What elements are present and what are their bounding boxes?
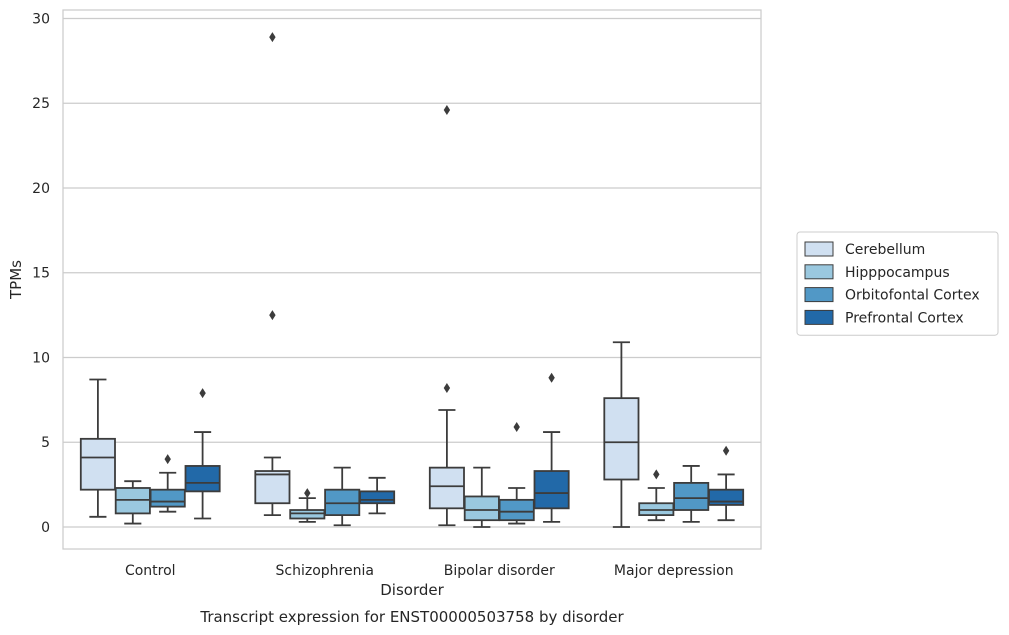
box-body xyxy=(603,397,640,481)
legend: Cerebellum Hipppocampus Orbitofontal Corte… xyxy=(796,231,999,336)
box-groups xyxy=(79,32,745,528)
box-body xyxy=(79,437,116,491)
box-1-1 xyxy=(289,488,326,523)
box-3-0 xyxy=(184,388,221,520)
box-1-2 xyxy=(463,466,500,528)
legend-swatch xyxy=(804,264,834,280)
y-tick-label: 25 xyxy=(32,96,50,112)
box-2-2 xyxy=(498,421,535,525)
legend-label: Orbitofontal Cortex xyxy=(845,288,980,304)
box-0-3 xyxy=(603,341,640,528)
plot-frame xyxy=(62,9,762,550)
legend-label: Cerebellum xyxy=(845,242,925,258)
legend-swatch xyxy=(804,287,834,303)
y-gridlines xyxy=(63,17,761,528)
box-1-0 xyxy=(114,480,151,525)
x-tick-label: Bipolar disorder xyxy=(444,563,555,579)
box-body xyxy=(673,481,710,511)
box-0-2 xyxy=(428,105,465,527)
y-tick-labels: 0 5 10 15 20 25 30 xyxy=(32,11,50,535)
x-tick-label: Major depression xyxy=(614,563,734,579)
y-tick-label: 30 xyxy=(32,11,50,27)
y-axis-label: TPMs xyxy=(7,260,25,300)
box-0-0 xyxy=(79,378,116,518)
legend-frame xyxy=(796,231,999,336)
box-3-1 xyxy=(359,476,396,515)
box-body xyxy=(428,466,465,510)
y-tick-label: 20 xyxy=(32,181,50,197)
box-2-0 xyxy=(149,454,186,513)
box-2-3 xyxy=(673,465,710,523)
outlier-point xyxy=(443,105,451,116)
legend-label: Hipppocampus xyxy=(845,265,950,281)
box-body xyxy=(498,498,535,522)
box-body xyxy=(463,495,500,522)
outlier-point xyxy=(548,372,555,383)
y-tick-label: 15 xyxy=(32,266,50,282)
y-tick-label: 5 xyxy=(41,435,50,451)
legend-label: Prefrontal Cortex xyxy=(845,310,964,326)
outlier-point xyxy=(269,310,276,321)
outlier-point xyxy=(513,421,520,432)
outlier-point xyxy=(443,382,451,393)
outlier-point xyxy=(199,388,206,399)
y-tick-label: 10 xyxy=(32,350,50,366)
outlier-point xyxy=(164,454,171,465)
box-1-3 xyxy=(638,469,675,522)
outlier-point xyxy=(653,469,660,480)
chart-title: Transcript expression for ENST0000050375… xyxy=(199,608,624,626)
box-body xyxy=(254,470,291,505)
outlier-point xyxy=(304,488,311,499)
x-tick-label: Schizophrenia xyxy=(276,563,374,579)
box-body xyxy=(359,490,396,505)
x-axis-label: Disorder xyxy=(380,581,444,599)
box-0-1 xyxy=(254,32,291,517)
box-body xyxy=(184,465,221,493)
outlier-point xyxy=(269,32,276,43)
box-body xyxy=(708,488,745,506)
box-3-2 xyxy=(533,372,570,523)
box-3-3 xyxy=(708,445,745,522)
x-tick-labels: Control Schizophrenia Bipolar disorder Majo… xyxy=(125,563,734,579)
legend-swatch xyxy=(804,309,834,325)
outlier-point xyxy=(722,445,730,456)
box-body xyxy=(533,470,570,510)
legend-swatch xyxy=(804,241,834,257)
box-2-1 xyxy=(324,466,361,527)
x-tick-label: Control xyxy=(125,563,176,579)
y-tick-label: 0 xyxy=(41,520,50,536)
box-body xyxy=(149,488,186,508)
